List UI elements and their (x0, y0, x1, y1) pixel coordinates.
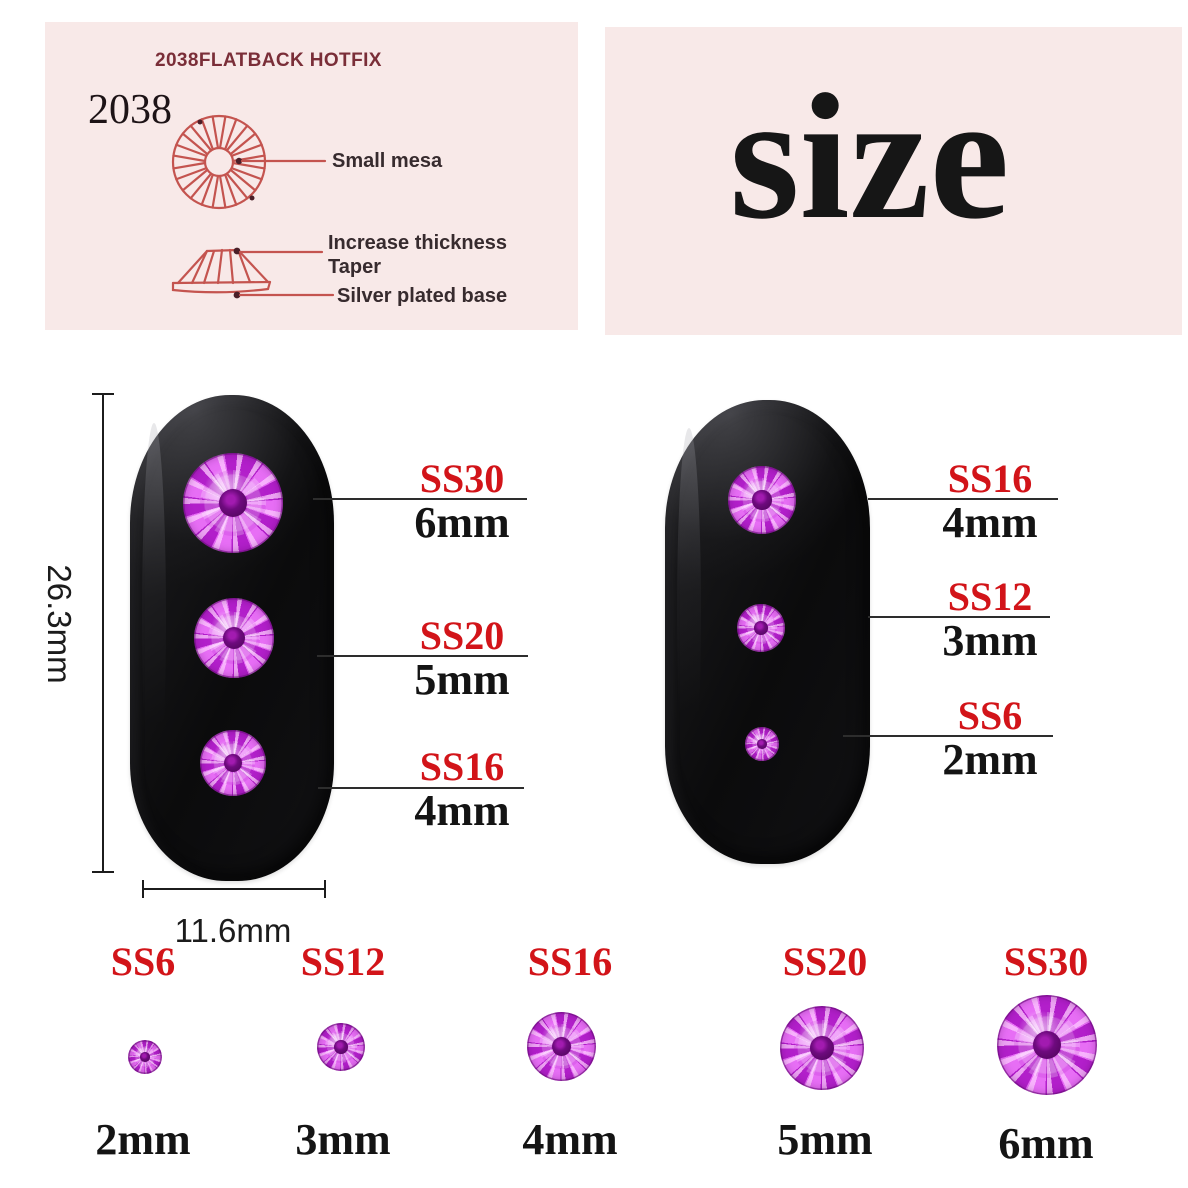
callout-right-ss12: SS12 3mm (925, 577, 1055, 663)
annotation-increase-thickness: Increase thickness (328, 232, 507, 254)
stone-code-label: SS6 (957, 693, 1023, 738)
callout-line-ss16-right (868, 498, 1058, 500)
size-heading: size (729, 57, 1010, 256)
length-measure-cap-bottom (92, 871, 114, 873)
rhinestone-ss6-on-nail (745, 727, 779, 761)
size-group-ss20: SS20 5mm (750, 942, 900, 1174)
callout-line-ss6 (843, 735, 1053, 737)
stone-size-label: 4mm (414, 786, 510, 835)
stone-size-label: 3mm (295, 1115, 391, 1164)
rhinestone-sample-ss20 (780, 1006, 864, 1090)
length-measure-cap-top (92, 393, 114, 395)
callout-right-ss6: SS6 2mm (925, 696, 1055, 782)
callout-left-ss20: SS20 5mm (396, 616, 528, 702)
width-measure-line (142, 888, 326, 890)
panel-title: 2038FLATBACK HOTFIX (155, 50, 382, 71)
callout-line-ss30 (313, 498, 527, 500)
rhinestone-ss16-on-nail (200, 730, 266, 796)
flatback-structure-panel: 2038FLATBACK HOTFIX 2038 (45, 22, 578, 330)
width-measure-cap-left (142, 880, 144, 898)
stone-size-label: 6mm (998, 1119, 1094, 1168)
stone-code-label: SS20 (419, 613, 505, 658)
callout-left-ss30: SS30 6mm (396, 459, 528, 545)
callout-line-ss16-left (318, 787, 524, 789)
stone-code-label: SS16 (947, 456, 1033, 501)
rhinestone-sample-ss16 (527, 1012, 596, 1081)
size-group-ss6: SS6 2mm (68, 942, 218, 1174)
annotation-small-mesa: Small mesa (332, 150, 443, 172)
stone-code-label: SS6 (110, 939, 176, 984)
size-header-panel: size (605, 27, 1182, 335)
callout-line-ss20 (317, 655, 528, 657)
stone-code-label: SS16 (419, 744, 505, 789)
rhinestone-sample-ss30 (997, 995, 1097, 1095)
stone-size-label: 4mm (522, 1115, 618, 1164)
rhinestone-ss12-on-nail (737, 604, 785, 652)
stone-size-label: 5mm (777, 1115, 873, 1164)
stone-code-label: SS30 (1003, 939, 1089, 984)
callout-right-ss16: SS16 4mm (925, 459, 1055, 545)
size-group-ss12: SS12 3mm (268, 942, 418, 1174)
width-measure-cap-right (324, 880, 326, 898)
size-group-ss16: SS16 4mm (495, 942, 645, 1174)
annotation-silver-base: Silver plated base (337, 285, 508, 307)
stone-code-label: SS12 (947, 574, 1033, 619)
nail-length-label: 26.3mm (41, 564, 78, 684)
callout-line-ss12 (868, 616, 1050, 618)
rhinestone-sample-ss6 (128, 1040, 162, 1074)
stone-size-label: 3mm (942, 616, 1038, 665)
stone-size-label: 6mm (414, 498, 510, 547)
model-number: 2038 (88, 87, 172, 133)
stone-code-label: SS30 (419, 456, 505, 501)
rhinestone-sample-ss12 (317, 1023, 365, 1071)
stone-code-label: SS20 (782, 939, 868, 984)
size-group-ss30: SS30 6mm (971, 942, 1121, 1174)
annotation-taper: Taper (328, 256, 381, 278)
rhinestone-ss30-on-nail (183, 453, 283, 553)
rhinestone-ss20-on-nail (194, 598, 274, 678)
stone-code-label: SS16 (527, 939, 613, 984)
rhinestone-ss16-on-nail-right (728, 466, 796, 534)
stone-size-label: 5mm (414, 655, 510, 704)
stone-size-label: 4mm (942, 498, 1038, 547)
flatback-structure-drawing (171, 114, 335, 299)
stone-size-label: 2mm (942, 735, 1038, 784)
stone-code-label: SS12 (300, 939, 386, 984)
nail-width-label: 11.6mm (174, 912, 292, 949)
callout-left-ss16: SS16 4mm (396, 747, 528, 833)
length-measure-line (102, 394, 104, 873)
stone-size-label: 2mm (95, 1115, 191, 1164)
